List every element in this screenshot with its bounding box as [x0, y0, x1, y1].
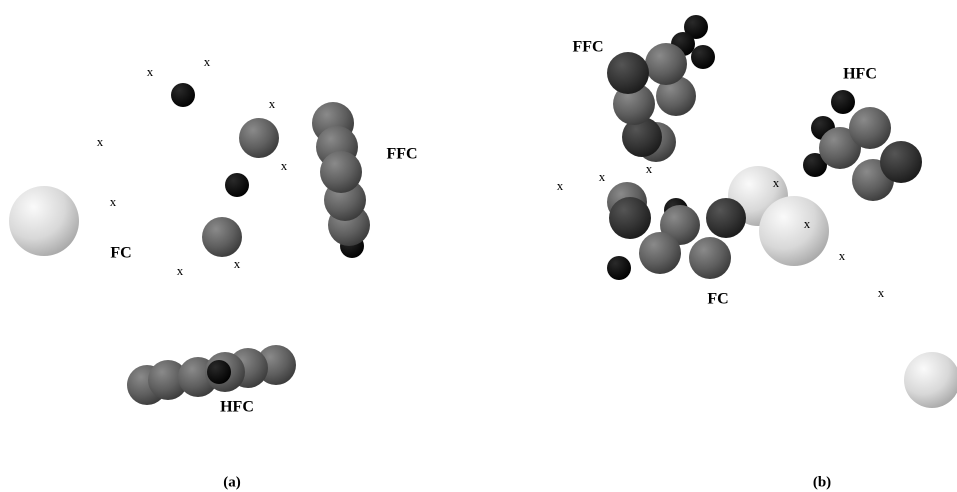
sphere: [239, 118, 279, 158]
sphere: [689, 237, 731, 279]
sphere: [880, 141, 922, 183]
marker: x: [177, 263, 184, 278]
marker: x: [281, 158, 288, 173]
sphere: [171, 83, 195, 107]
cluster-label: FC: [110, 245, 131, 262]
cluster-label: FFC: [572, 39, 603, 56]
cluster-label: HFC: [843, 66, 877, 83]
marker: x: [557, 178, 564, 193]
marker: x: [269, 96, 276, 111]
marker: x: [110, 194, 117, 209]
cluster-label: HFC: [220, 399, 254, 416]
panel-caption: (a): [223, 474, 241, 490]
sphere: [639, 232, 681, 274]
marker: x: [646, 161, 653, 176]
marker: x: [147, 64, 154, 79]
sphere: [320, 151, 362, 193]
sphere: [207, 360, 231, 384]
marker: x: [839, 248, 846, 263]
sphere: [202, 217, 242, 257]
marker: x: [599, 169, 606, 184]
sphere: [691, 45, 715, 69]
marker: x: [204, 54, 211, 69]
sphere: [9, 186, 79, 256]
marker: x: [97, 134, 104, 149]
sphere: [607, 256, 631, 280]
marker: x: [234, 256, 241, 271]
sphere: [759, 196, 829, 266]
marker: x: [878, 285, 885, 300]
sphere: [706, 198, 746, 238]
sphere: [849, 107, 891, 149]
annotations: x x x x x x x x FC FFC HFC (a) x x x x x x x FFC HFC FC (b): [97, 39, 885, 491]
sphere: [645, 43, 687, 85]
sphere: [904, 352, 957, 408]
cluster-label: FFC: [386, 146, 417, 163]
sphere: [609, 197, 651, 239]
marker: x: [773, 175, 780, 190]
cluster-label: FC: [707, 291, 728, 308]
sphere: [831, 90, 855, 114]
figure: x x x x x x x x FC FFC HFC (a) x x x x x x x FFC HFC FC (b): [0, 0, 957, 492]
sphere: [225, 173, 249, 197]
panel-caption: (b): [813, 474, 831, 490]
sphere: [607, 52, 649, 94]
marker: x: [804, 216, 811, 231]
